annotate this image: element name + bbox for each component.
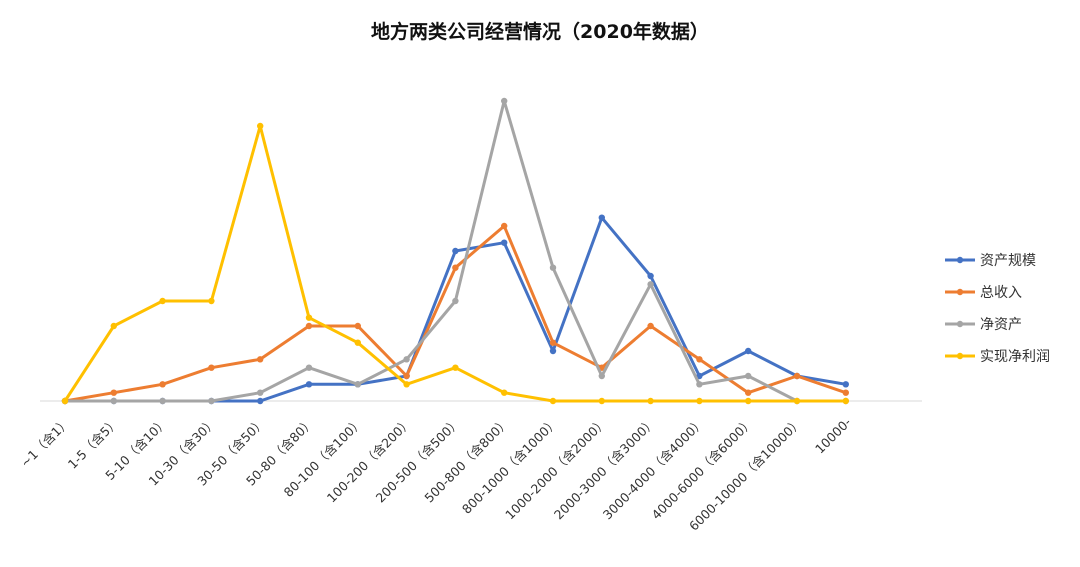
legend-item-4: 实现净利润 — [945, 349, 1050, 365]
data-point — [793, 372, 801, 380]
legend-swatch-marker — [956, 320, 964, 328]
data-point — [452, 247, 459, 255]
legend-label: 净资产 — [980, 317, 1022, 333]
data-point — [793, 397, 801, 405]
data-point — [842, 397, 849, 405]
data-point — [696, 372, 703, 380]
data-point — [305, 364, 313, 371]
data-point — [745, 347, 752, 355]
data-point — [452, 297, 459, 305]
data-point — [549, 347, 557, 355]
data-point — [647, 322, 654, 330]
data-point — [159, 397, 166, 405]
data-point — [110, 397, 118, 405]
data-point — [549, 339, 557, 346]
data-point — [452, 264, 459, 271]
data-point — [354, 339, 361, 346]
data-point — [696, 397, 703, 405]
data-point — [842, 389, 849, 396]
data-point — [647, 272, 654, 280]
series-2 — [61, 222, 849, 405]
series-layer — [61, 97, 849, 405]
data-point — [257, 122, 264, 130]
data-point — [257, 397, 264, 405]
data-point — [305, 381, 313, 388]
data-point — [598, 397, 605, 405]
data-point — [208, 297, 215, 305]
data-point — [110, 389, 118, 396]
data-point — [403, 372, 410, 380]
data-point — [159, 381, 166, 388]
data-point — [647, 281, 654, 288]
data-point — [549, 397, 557, 405]
data-point — [452, 364, 459, 371]
data-point — [257, 389, 264, 396]
legend-label: 资产规模 — [980, 253, 1036, 269]
legend-swatch-marker — [956, 352, 964, 360]
data-point — [696, 356, 703, 363]
series-3 — [61, 97, 849, 405]
legend-label: 总收入 — [980, 285, 1022, 301]
data-point — [745, 372, 752, 380]
data-point — [501, 222, 508, 230]
data-point — [403, 381, 410, 388]
chart-title: 地方两类公司经营情况（2020年数据） — [371, 20, 709, 43]
data-point — [159, 297, 166, 305]
data-point — [501, 389, 508, 396]
series-4 — [61, 122, 849, 405]
legend-item-3: 净资产 — [945, 317, 1022, 333]
data-point — [208, 397, 215, 405]
data-point — [501, 97, 508, 105]
data-point — [745, 397, 752, 405]
data-point — [501, 239, 508, 246]
data-point — [598, 214, 605, 221]
data-point — [110, 322, 118, 330]
data-point — [257, 356, 264, 363]
legend-item-1: 资产规模 — [945, 253, 1036, 269]
legend-swatch-marker — [956, 288, 964, 296]
data-point — [208, 364, 215, 371]
data-point — [696, 381, 703, 388]
data-point — [61, 397, 69, 405]
data-point — [647, 397, 654, 405]
legend-swatch-marker — [956, 256, 964, 264]
legend-label: 实现净利润 — [980, 349, 1050, 365]
data-point — [354, 381, 361, 388]
data-point — [305, 314, 313, 321]
data-point — [403, 356, 410, 363]
data-point — [305, 322, 313, 330]
data-point — [842, 381, 849, 388]
data-point — [354, 322, 361, 330]
data-point — [598, 372, 605, 380]
data-point — [549, 264, 557, 271]
data-point — [745, 389, 752, 396]
legend-item-2: 总收入 — [945, 285, 1022, 301]
